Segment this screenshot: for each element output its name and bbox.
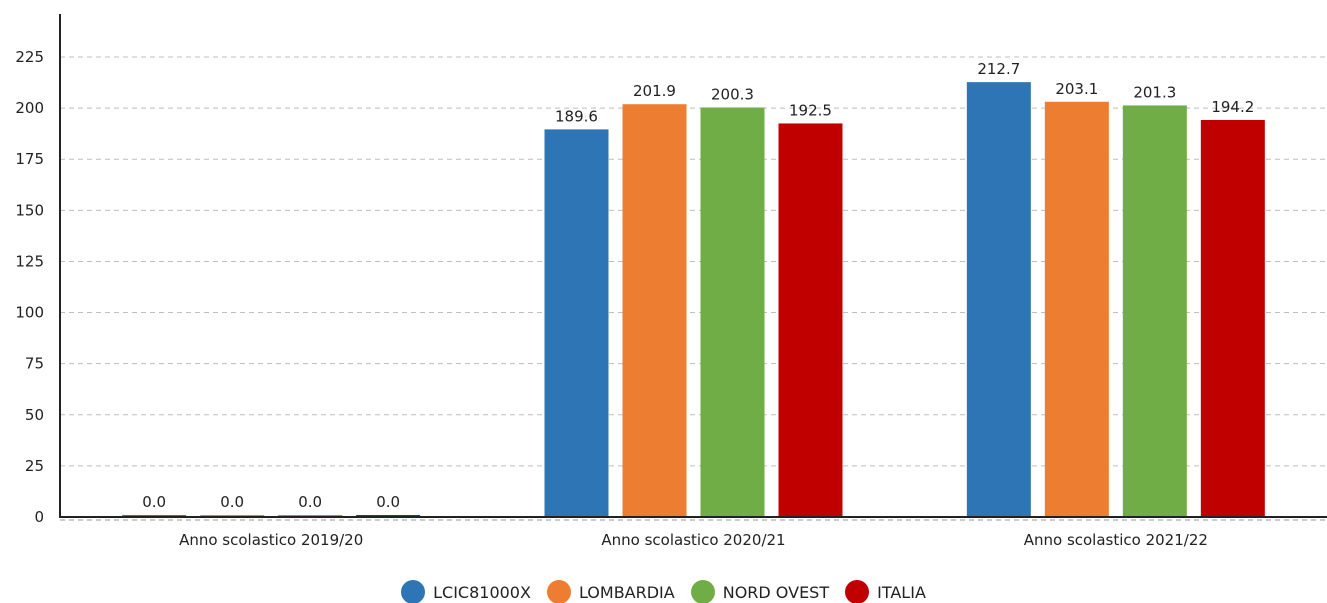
y-tick-label: 150: [15, 201, 44, 219]
legend-item-nord-ovest[interactable]: NORD OVEST: [690, 580, 830, 603]
bar: [778, 123, 843, 517]
data-label: 203.1: [1055, 80, 1098, 98]
data-label: 0.0: [142, 493, 166, 511]
data-label: 212.7: [977, 60, 1020, 78]
data-label: 0.0: [376, 493, 400, 511]
y-tick-label: 25: [25, 457, 44, 475]
y-tick-label: 200: [15, 99, 44, 117]
y-tick-label: 50: [25, 406, 44, 424]
data-label: 189.6: [555, 107, 598, 125]
y-tick-label: 0: [34, 508, 44, 526]
legend-swatch-icon: [546, 580, 571, 603]
data-label: 0.0: [298, 493, 322, 511]
legend-item-italia[interactable]: ITALIA: [845, 580, 926, 603]
y-tick-label: 100: [15, 304, 44, 322]
data-label: 200.3: [711, 85, 754, 103]
bar: [622, 104, 687, 517]
legend-swatch-icon: [690, 580, 715, 603]
data-label: 192.5: [789, 101, 832, 119]
legend-label: ITALIA: [877, 582, 926, 602]
legend-label: LOMBARDIA: [578, 582, 675, 602]
y-tick-label: 225: [15, 48, 44, 66]
legend-label: LCIC81000X: [433, 582, 531, 602]
data-label: 194.2: [1211, 98, 1254, 116]
bar: [544, 129, 609, 517]
legend-label: NORD OVEST: [722, 582, 830, 602]
bar: [700, 107, 765, 518]
x-tick-label: Anno scolastico 2020/21: [601, 531, 785, 549]
bar: [966, 82, 1031, 517]
x-tick-label: Anno scolastico 2019/20: [179, 531, 363, 549]
y-tick-label: 175: [15, 150, 44, 168]
y-tick-label: 125: [15, 252, 44, 270]
legend-item-lcic81000x[interactable]: LCIC81000X: [401, 580, 531, 603]
bar: [1200, 119, 1265, 518]
data-label: 0.0: [220, 493, 244, 511]
bar: [1122, 105, 1187, 517]
data-label: 201.9: [633, 82, 676, 100]
data-label: 201.3: [1133, 83, 1176, 101]
bar: [1044, 101, 1109, 518]
legend-swatch-icon: [401, 580, 426, 603]
x-tick-label: Anno scolastico 2021/22: [1024, 531, 1208, 549]
legend-swatch-icon: [845, 580, 870, 603]
bar-chart: 0 25 50 75 100 125 150 175 200 225 0.0 0.0 0.0 0.0 Ann…: [15, 14, 1327, 549]
legend-item-lombardia[interactable]: LOMBARDIA: [546, 580, 675, 603]
legend: LCIC81000X LOMBARDIA NORD OVEST ITALIA: [0, 580, 1327, 603]
y-tick-label: 75: [25, 355, 44, 373]
